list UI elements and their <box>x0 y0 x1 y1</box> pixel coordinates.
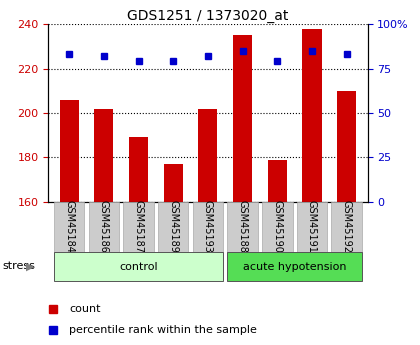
Title: GDS1251 / 1373020_at: GDS1251 / 1373020_at <box>127 9 289 23</box>
Text: GSM45193: GSM45193 <box>203 200 213 253</box>
Text: control: control <box>119 262 158 272</box>
Bar <box>227 252 362 281</box>
Bar <box>89 202 119 252</box>
Bar <box>60 100 79 202</box>
Bar <box>94 109 113 202</box>
Bar <box>297 202 327 252</box>
Bar <box>302 29 322 202</box>
Text: GSM45184: GSM45184 <box>64 200 74 253</box>
Bar <box>158 202 189 252</box>
Bar <box>193 202 223 252</box>
Text: GSM45190: GSM45190 <box>272 200 282 253</box>
Text: count: count <box>69 304 101 314</box>
Bar <box>233 35 252 202</box>
Bar <box>54 252 223 281</box>
Bar <box>227 202 258 252</box>
Bar <box>54 202 84 252</box>
Bar <box>331 202 362 252</box>
Bar <box>164 164 183 202</box>
Bar <box>198 109 218 202</box>
Bar <box>337 91 356 202</box>
Text: GSM45186: GSM45186 <box>99 200 109 253</box>
Bar <box>268 160 287 202</box>
Text: percentile rank within the sample: percentile rank within the sample <box>69 325 257 335</box>
Text: ▶: ▶ <box>26 262 34 271</box>
Bar <box>123 202 154 252</box>
Text: GSM45192: GSM45192 <box>342 200 352 253</box>
Text: stress: stress <box>2 262 35 271</box>
Text: GSM45189: GSM45189 <box>168 200 178 253</box>
Text: GSM45191: GSM45191 <box>307 200 317 253</box>
Text: acute hypotension: acute hypotension <box>243 262 346 272</box>
Text: GSM45188: GSM45188 <box>238 200 248 253</box>
Text: GSM45187: GSM45187 <box>134 200 144 253</box>
Bar <box>129 137 148 202</box>
Bar <box>262 202 293 252</box>
